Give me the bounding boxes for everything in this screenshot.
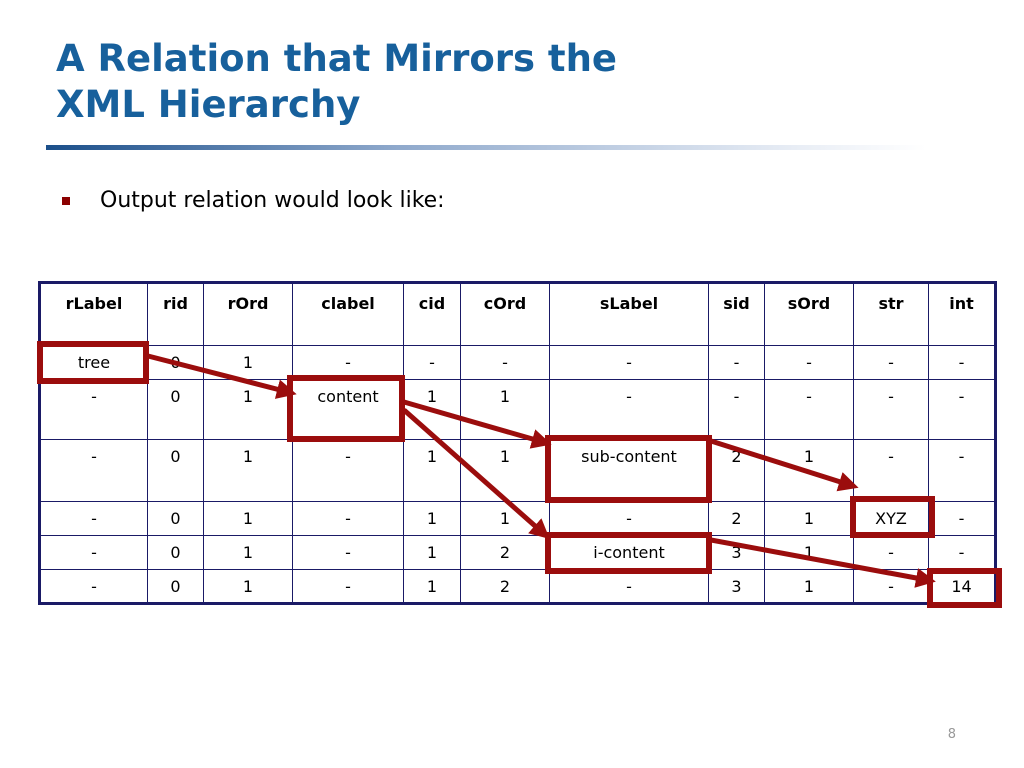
table-cell: 1 [203,535,293,570]
table-cell: 1 [460,439,550,502]
table-cell: - [292,345,404,380]
slide-title: A Relation that Mirrors the XML Hierarch… [56,36,617,128]
table-cell: 2 [708,501,765,536]
col-header-rid: rid [147,282,204,346]
table-cell: - [39,501,148,536]
table-cell: - [39,439,148,502]
table-cell: - [928,535,996,570]
table-cell: - [292,439,404,502]
table-cell: 1 [403,439,461,502]
table-cell: - [403,345,461,380]
table-cell: 0 [147,379,204,440]
col-header-rlabel: rLabel [39,282,148,346]
table-cell: - [549,501,709,536]
table-cell: 1 [764,501,854,536]
col-header-sid: sid [708,282,765,346]
col-header-cord: cOrd [460,282,550,346]
table-row: tree 0 1 - - - - - - - - [39,345,996,380]
title-line-1: A Relation that Mirrors the [56,37,618,80]
table-cell: 2 [708,439,765,502]
table-cell: 1 [403,501,461,536]
table-cell: 1 [203,501,293,536]
table-cell: 1 [764,535,854,570]
table-cell: 1 [203,569,293,604]
relation-table: rLabel rid rOrd clabel cid cOrd sLabel s… [38,281,997,605]
table-row: - 0 1 - 1 1 - 2 1 XYZ - [39,501,996,536]
bullet-text: Output relation would look like: [100,188,445,213]
table-cell: 0 [147,569,204,604]
table-cell: - [460,345,550,380]
table-cell: - [928,439,996,502]
table-cell: 0 [147,535,204,570]
table-cell: 0 [147,345,204,380]
table-cell: 1 [460,379,550,440]
bullet-item: Output relation would look like: [62,188,445,213]
table-cell: - [928,345,996,380]
table-cell: 1 [203,379,293,440]
col-header-int: int [928,282,996,346]
table-cell: 0 [147,501,204,536]
table-cell: - [928,501,996,536]
table-cell: - [708,345,765,380]
table-cell: 1 [203,345,293,380]
title-divider [46,145,926,150]
table-cell: - [549,379,709,440]
table-cell: - [853,569,929,604]
table-cell: - [292,501,404,536]
table-cell: - [292,535,404,570]
table-row: - 0 1 - 1 2 - 3 1 - 14 [39,569,996,604]
col-header-slabel: sLabel [549,282,709,346]
table-cell: - [853,345,929,380]
table-cell: i-content [549,535,709,570]
table-cell: 14 [928,569,996,604]
table-cell: - [39,569,148,604]
title-line-2: XML Hierarchy [56,83,361,126]
table-cell: - [39,535,148,570]
table-cell: 2 [460,535,550,570]
table-cell: 3 [708,569,765,604]
table-cell: - [853,379,929,440]
table-cell: 0 [147,439,204,502]
table-cell: 1 [203,439,293,502]
col-header-clabel: clabel [292,282,404,346]
table-cell: - [764,379,854,440]
table-cell: 3 [708,535,765,570]
table-cell: 1 [764,569,854,604]
table-cell: - [292,569,404,604]
table-cell: - [764,345,854,380]
table-cell: 1 [403,569,461,604]
table-cell: - [549,569,709,604]
table-cell: content [292,379,404,440]
table-cell: 1 [403,379,461,440]
table-cell: tree [39,345,148,380]
col-header-sord: sOrd [764,282,854,346]
table-row: - 0 1 content 1 1 - - - - - [39,379,996,440]
table-cell: 2 [460,569,550,604]
table-cell: - [708,379,765,440]
table-cell: - [853,439,929,502]
square-bullet-icon [62,196,70,205]
table-cell: - [549,345,709,380]
table-cell: - [39,379,148,440]
col-header-cid: cid [403,282,461,346]
col-header-rord: rOrd [203,282,293,346]
col-header-str: str [853,282,929,346]
page-number: 8 [947,727,956,742]
table-cell: XYZ [853,501,929,536]
table-cell: 1 [460,501,550,536]
table-row: - 0 1 - 1 1 sub-content 2 1 - - [39,439,996,502]
table-cell: 1 [764,439,854,502]
table-cell: sub-content [549,439,709,502]
header-row: rLabel rid rOrd clabel cid cOrd sLabel s… [39,282,996,346]
table-cell: 1 [403,535,461,570]
table-cell: - [928,379,996,440]
table-cell: - [853,535,929,570]
table-row: - 0 1 - 1 2 i-content 3 1 - - [39,535,996,570]
